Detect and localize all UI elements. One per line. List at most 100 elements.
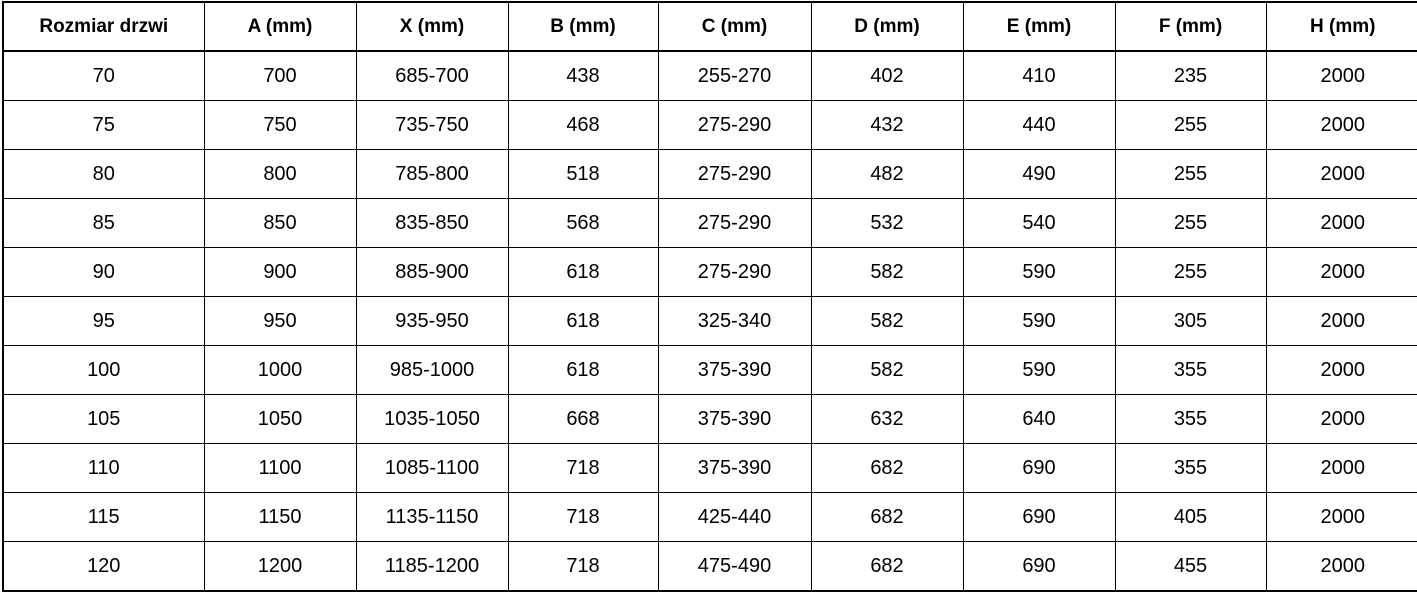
cell-f: 305: [1114, 296, 1267, 346]
cell-a: 1050: [203, 394, 357, 444]
cell-x: 1085-1100: [355, 443, 509, 493]
table-row: 115 1150 1135-1150 718 425-440 682 690 4…: [2, 492, 1417, 542]
cell-rozmiar-drzwi: 100: [2, 345, 205, 395]
cell-b: 568: [507, 198, 659, 248]
cell-rozmiar-drzwi: 120: [2, 541, 205, 592]
cell-x: 885-900: [355, 247, 509, 297]
cell-f: 355: [1114, 345, 1267, 395]
cell-e: 640: [962, 394, 1116, 444]
cell-f: 255: [1114, 100, 1267, 150]
column-header-h: H (mm): [1265, 1, 1417, 52]
cell-h: 2000: [1265, 100, 1417, 150]
cell-a: 700: [203, 50, 357, 101]
table-row: 70 700 685-700 438 255-270 402 410 235 2…: [2, 50, 1417, 101]
table-header-row: Rozmiar drzwi A (mm) X (mm) B (mm) C (mm…: [2, 1, 1417, 52]
cell-c: 325-340: [657, 296, 812, 346]
cell-x: 835-850: [355, 198, 509, 248]
cell-b: 718: [507, 492, 659, 542]
cell-x: 735-750: [355, 100, 509, 150]
cell-f: 255: [1114, 198, 1267, 248]
cell-c: 275-290: [657, 100, 812, 150]
cell-x: 1035-1050: [355, 394, 509, 444]
cell-x: 1135-1150: [355, 492, 509, 542]
cell-c: 475-490: [657, 541, 812, 592]
cell-c: 375-390: [657, 394, 812, 444]
cell-d: 532: [810, 198, 964, 248]
cell-c: 275-290: [657, 198, 812, 248]
cell-e: 590: [962, 247, 1116, 297]
column-header-a: A (mm): [203, 1, 357, 52]
cell-h: 2000: [1265, 394, 1417, 444]
cell-h: 2000: [1265, 492, 1417, 542]
cell-b: 438: [507, 50, 659, 101]
cell-a: 1000: [203, 345, 357, 395]
cell-e: 440: [962, 100, 1116, 150]
cell-d: 582: [810, 247, 964, 297]
cell-b: 618: [507, 345, 659, 395]
cell-b: 618: [507, 296, 659, 346]
cell-rozmiar-drzwi: 115: [2, 492, 205, 542]
column-header-c: C (mm): [657, 1, 812, 52]
cell-h: 2000: [1265, 247, 1417, 297]
cell-c: 275-290: [657, 149, 812, 199]
cell-rozmiar-drzwi: 110: [2, 443, 205, 493]
cell-a: 900: [203, 247, 357, 297]
cell-d: 482: [810, 149, 964, 199]
cell-f: 355: [1114, 443, 1267, 493]
cell-e: 690: [962, 443, 1116, 493]
cell-h: 2000: [1265, 296, 1417, 346]
cell-a: 1100: [203, 443, 357, 493]
table-row: 105 1050 1035-1050 668 375-390 632 640 3…: [2, 394, 1417, 444]
cell-f: 235: [1114, 50, 1267, 101]
cell-e: 590: [962, 296, 1116, 346]
cell-b: 468: [507, 100, 659, 150]
table-row: 120 1200 1185-1200 718 475-490 682 690 4…: [2, 541, 1417, 592]
table-row: 85 850 835-850 568 275-290 532 540 255 2…: [2, 198, 1417, 248]
table-body: 70 700 685-700 438 255-270 402 410 235 2…: [2, 50, 1417, 592]
column-header-d: D (mm): [810, 1, 964, 52]
cell-f: 405: [1114, 492, 1267, 542]
table-row: 110 1100 1085-1100 718 375-390 682 690 3…: [2, 443, 1417, 493]
cell-d: 682: [810, 443, 964, 493]
cell-x: 935-950: [355, 296, 509, 346]
cell-a: 800: [203, 149, 357, 199]
column-header-e: E (mm): [962, 1, 1116, 52]
cell-rozmiar-drzwi: 85: [2, 198, 205, 248]
cell-c: 375-390: [657, 345, 812, 395]
table-row: 80 800 785-800 518 275-290 482 490 255 2…: [2, 149, 1417, 199]
cell-x: 1185-1200: [355, 541, 509, 592]
cell-b: 518: [507, 149, 659, 199]
cell-b: 718: [507, 443, 659, 493]
cell-a: 950: [203, 296, 357, 346]
cell-e: 490: [962, 149, 1116, 199]
cell-rozmiar-drzwi: 75: [2, 100, 205, 150]
cell-f: 455: [1114, 541, 1267, 592]
cell-rozmiar-drzwi: 70: [2, 50, 205, 101]
cell-a: 850: [203, 198, 357, 248]
column-header-b: B (mm): [507, 1, 659, 52]
cell-h: 2000: [1265, 345, 1417, 395]
cell-c: 275-290: [657, 247, 812, 297]
cell-x: 985-1000: [355, 345, 509, 395]
cell-c: 255-270: [657, 50, 812, 101]
cell-h: 2000: [1265, 198, 1417, 248]
cell-h: 2000: [1265, 50, 1417, 101]
cell-b: 618: [507, 247, 659, 297]
cell-d: 432: [810, 100, 964, 150]
cell-a: 1200: [203, 541, 357, 592]
cell-b: 718: [507, 541, 659, 592]
table-row: 90 900 885-900 618 275-290 582 590 255 2…: [2, 247, 1417, 297]
cell-f: 255: [1114, 149, 1267, 199]
column-header-rozmiar-drzwi: Rozmiar drzwi: [2, 1, 205, 52]
cell-e: 590: [962, 345, 1116, 395]
cell-rozmiar-drzwi: 90: [2, 247, 205, 297]
cell-h: 2000: [1265, 149, 1417, 199]
cell-d: 682: [810, 541, 964, 592]
cell-c: 425-440: [657, 492, 812, 542]
cell-b: 668: [507, 394, 659, 444]
cell-f: 355: [1114, 394, 1267, 444]
table-header: Rozmiar drzwi A (mm) X (mm) B (mm) C (mm…: [2, 1, 1417, 52]
cell-rozmiar-drzwi: 80: [2, 149, 205, 199]
cell-x: 685-700: [355, 50, 509, 101]
